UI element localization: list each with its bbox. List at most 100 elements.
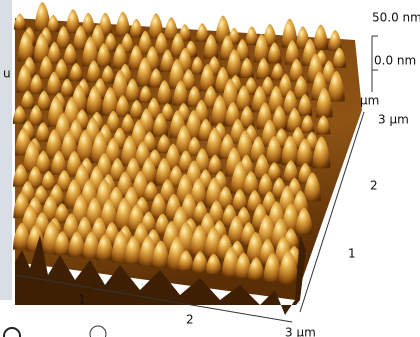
peak (63, 43, 78, 65)
peak (267, 162, 282, 181)
peak (256, 57, 271, 80)
peak (136, 57, 153, 87)
peak (177, 250, 194, 271)
peak (104, 32, 118, 52)
x-label: 1 (78, 293, 86, 307)
peak (185, 110, 203, 140)
peak (217, 186, 234, 209)
peak (96, 234, 114, 261)
peak (81, 12, 96, 35)
peak (143, 181, 159, 201)
peak (65, 9, 81, 34)
peak (86, 60, 102, 83)
peak (283, 160, 299, 183)
peak (232, 188, 248, 211)
peak (29, 74, 44, 94)
peak (313, 24, 329, 50)
peak (56, 170, 73, 192)
side-panel (0, 0, 12, 300)
peak (16, 64, 33, 93)
peak (99, 198, 119, 229)
peak (203, 85, 219, 109)
peak (54, 58, 69, 81)
peak (12, 105, 27, 124)
peak (124, 235, 143, 264)
surface-edge (15, 235, 306, 315)
icon (3, 327, 21, 337)
peak (289, 58, 304, 82)
peak (281, 203, 300, 234)
peak (150, 193, 168, 219)
peak (46, 71, 62, 96)
peak (327, 71, 345, 102)
peak (138, 30, 153, 55)
peak (28, 104, 44, 126)
peak (199, 64, 216, 92)
peak (13, 13, 27, 30)
peak (27, 166, 44, 189)
peak (332, 47, 347, 68)
peak (120, 113, 136, 134)
x-label: 2 (186, 313, 194, 327)
peak (192, 251, 209, 273)
peak (115, 95, 131, 118)
peak (156, 80, 173, 105)
peak (257, 173, 274, 197)
peak (243, 171, 260, 195)
peak (300, 115, 315, 134)
z-unit-label: µm (360, 94, 379, 108)
peak (260, 76, 275, 97)
peak (56, 25, 71, 49)
peak (187, 85, 202, 107)
peak (257, 214, 277, 248)
peak (154, 32, 169, 56)
peak (54, 203, 70, 223)
peak (129, 19, 143, 38)
peak (148, 13, 164, 39)
peak (50, 150, 68, 175)
peak (328, 30, 342, 51)
peak (189, 178, 208, 207)
peak (281, 18, 298, 48)
peak (68, 231, 86, 257)
peak (221, 78, 239, 110)
peak (69, 62, 83, 82)
peak (226, 49, 243, 78)
peak (263, 24, 277, 47)
peak (152, 113, 169, 137)
peak (47, 14, 60, 32)
peak (234, 252, 253, 279)
peak (254, 154, 271, 180)
peak (35, 150, 52, 174)
peak (86, 85, 103, 115)
peak (156, 134, 172, 154)
peak (190, 225, 209, 256)
peak (111, 69, 129, 101)
peak (235, 39, 250, 62)
peak (293, 75, 309, 99)
peak (138, 85, 153, 103)
peak (105, 110, 121, 133)
x-label: 3 µm (285, 326, 316, 337)
peak (211, 95, 229, 126)
peak (297, 94, 313, 116)
peak (41, 195, 60, 222)
peak (267, 42, 282, 64)
peak (244, 77, 258, 95)
depth-label: 1 (348, 247, 356, 261)
peak (164, 143, 182, 171)
peak (53, 231, 71, 255)
peak (190, 56, 205, 75)
icon (89, 325, 107, 337)
peak (265, 135, 283, 164)
peak (128, 45, 144, 70)
peak (295, 207, 313, 235)
peak (160, 103, 175, 121)
peak (286, 107, 303, 132)
peak (104, 137, 122, 165)
peak (253, 34, 270, 63)
peak (12, 222, 31, 250)
peak (195, 23, 209, 42)
peak (315, 87, 333, 118)
